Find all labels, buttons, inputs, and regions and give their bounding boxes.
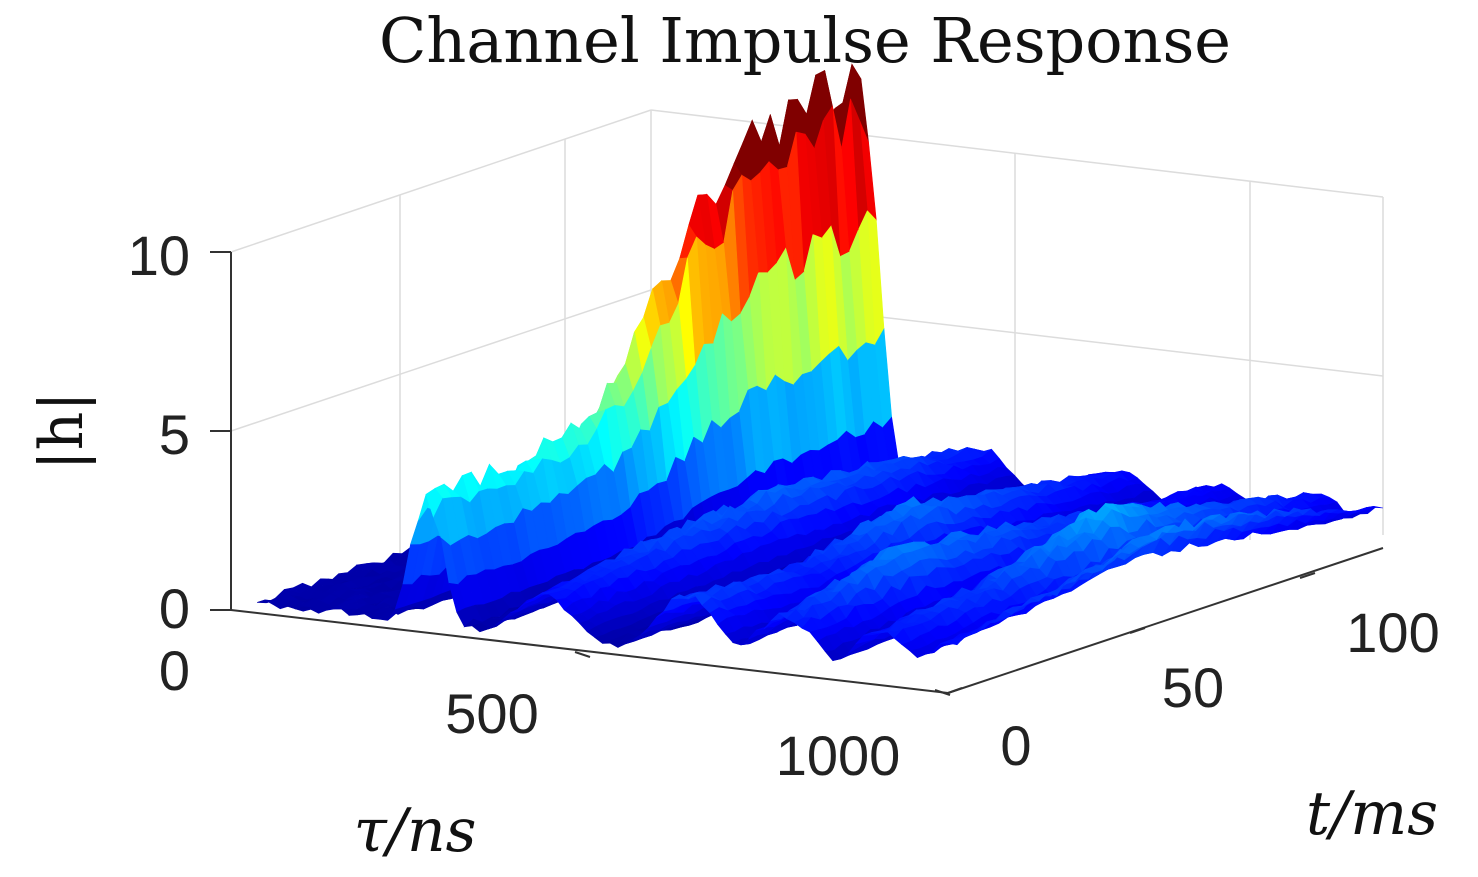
y-tick-label-100: 100 [1346,601,1439,664]
y-tick-50 [1129,627,1146,634]
y-axis-line [947,547,1384,694]
z-tick-label-0: 0 [159,577,190,640]
y-axis-label: t/ms [1306,779,1438,849]
x-tick-label-0: 0 [159,639,190,702]
z-tick-label-5: 5 [159,403,190,466]
x-axis-line [230,609,949,694]
y-tick-label-0: 0 [1000,714,1031,777]
tick-labels: 10 5 0 0 500 1000 0 50 100 [128,224,1440,787]
x-tick-500 [574,651,591,658]
y-tick-100 [1299,572,1316,579]
x-axis-label: τ/ns [354,796,477,866]
surface-patch-4319 [940,639,958,646]
x-tick-label-500: 500 [445,682,538,745]
back-wall-edge-left [230,109,652,253]
y-tick-label-50: 50 [1162,656,1224,719]
impulse-response-surface [257,63,1384,662]
axes [210,251,1384,696]
z-axis-label: |h| [27,391,97,470]
x-tick-label-1000: 1000 [776,724,901,787]
x-tick-1000 [934,689,951,696]
zgrid-5-left [230,289,652,432]
z-tick-label-10: 10 [128,224,190,287]
chart-title: Channel Impulse Response [379,4,1231,77]
y-tick-0 [947,687,963,694]
